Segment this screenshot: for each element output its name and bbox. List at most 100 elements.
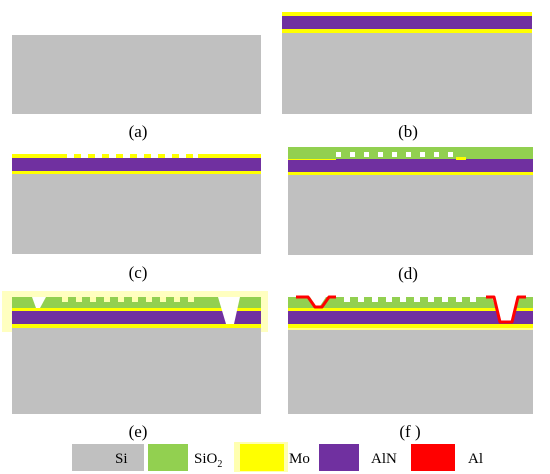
sio2-gap [386, 297, 392, 302]
mo-finger [116, 154, 123, 158]
si-swatch [72, 444, 144, 471]
sio2-bumps [341, 152, 448, 159]
si-substrate [12, 328, 261, 414]
sio2-bump [397, 152, 406, 159]
sio2-gap [434, 152, 439, 157]
sio2-gap [456, 297, 462, 302]
sio2-gap [406, 152, 411, 157]
sio2-gap [442, 297, 448, 302]
sio2-gap [372, 297, 378, 302]
legend-sio2-label: SiO2 [194, 451, 222, 470]
si-substrate [288, 328, 533, 414]
panel-d: (d) [288, 147, 533, 283]
mo-bottom-layer [288, 172, 533, 175]
panel-f: (f ) [288, 295, 533, 441]
sio2-gap [392, 152, 397, 157]
sio2-gap [470, 297, 476, 302]
sio2-bump [355, 152, 364, 159]
sio2-gap [378, 152, 383, 157]
mo-bottom-layer [12, 171, 261, 174]
panel-d-label: (d) [398, 264, 418, 283]
al-contact-right [486, 295, 526, 324]
aln-layer [288, 311, 533, 324]
sio2-bump [425, 152, 434, 159]
sio2-gap [448, 152, 453, 157]
sio2-gap [174, 297, 180, 302]
panel-f-label: (f ) [399, 422, 420, 441]
si-substrate [288, 175, 533, 255]
mo-finger [74, 154, 81, 158]
sio2-gap [132, 297, 138, 302]
legend-item-al: Al [411, 444, 483, 471]
legend-sio2-text: SiO [194, 451, 218, 467]
mo-finger [88, 154, 95, 158]
sio2-gap [358, 297, 364, 302]
sio2-bump [411, 152, 420, 159]
mo-top-pad-right [456, 157, 466, 160]
mo-bottom-layer [288, 324, 533, 328]
mo-top-pad-left [12, 154, 67, 158]
sio2-gap [118, 297, 124, 302]
legend-sio2-subscript: 2 [217, 459, 222, 470]
via-hole-left [310, 297, 326, 306]
si-substrate [12, 174, 261, 254]
mo-top-pad-right [198, 154, 261, 158]
sio2-layer [288, 297, 533, 308]
legend-item-mo: Mo [234, 442, 310, 472]
aln-swatch [319, 444, 359, 471]
mo-idt-fingers [74, 154, 193, 158]
panel-c: (c) [12, 154, 261, 282]
panel-b-label: (b) [398, 122, 418, 141]
mo-finger [102, 154, 109, 158]
sio2-gap [364, 152, 369, 157]
mo-bottom-layer [12, 324, 261, 328]
mo-bottom-layer [282, 29, 532, 33]
si-substrate [12, 35, 261, 114]
sio2-gap [90, 297, 96, 302]
sio2-gap [62, 297, 68, 302]
via-hole-left [32, 297, 46, 308]
al-contact-left [296, 295, 336, 309]
aln-layer [12, 311, 261, 324]
sio2-gap [188, 297, 194, 302]
sio2-gap [420, 152, 425, 157]
legend-al-label: Al [468, 451, 483, 467]
mo-finger [130, 154, 137, 158]
sio2-bump [341, 152, 350, 159]
sio2-gap [76, 297, 82, 302]
aln-layer [282, 16, 532, 29]
via-hole-right [218, 297, 240, 324]
legend-item-si: Si [72, 444, 144, 471]
sio2-gaps [344, 297, 476, 302]
si-substrate [282, 33, 532, 114]
sio2-bump [383, 152, 392, 159]
mo-top-layer [12, 308, 261, 311]
panel-a-label: (a) [129, 122, 148, 141]
sio2-gap [146, 297, 152, 302]
mo-top-layer [288, 308, 533, 311]
sio2-gap [160, 297, 166, 302]
legend-item-aln: AlN [319, 444, 397, 471]
legend-mo-label: Mo [289, 451, 310, 467]
panel-a: (a) [12, 35, 261, 141]
sio2-gap [104, 297, 110, 302]
mo-finger [158, 154, 165, 158]
mo-finger [144, 154, 151, 158]
sio2-layer [12, 297, 261, 308]
sio2-surface-steps [336, 147, 470, 152]
aln-layer [288, 159, 533, 172]
sio2-swatch [148, 444, 188, 471]
sio2-bump [369, 152, 378, 159]
sio2-gap [414, 297, 420, 302]
mo-finger [172, 154, 179, 158]
mo-finger [186, 154, 193, 158]
mo-swatch [240, 444, 284, 471]
panel-b: (b) [282, 12, 532, 141]
sio2-gaps [336, 152, 453, 157]
sio2-gap [344, 297, 350, 302]
panel-e: (e) [2, 291, 268, 441]
sio2-gaps [62, 297, 194, 302]
sio2-gap [336, 152, 341, 157]
legend-item-sio2: SiO2 [148, 444, 222, 471]
